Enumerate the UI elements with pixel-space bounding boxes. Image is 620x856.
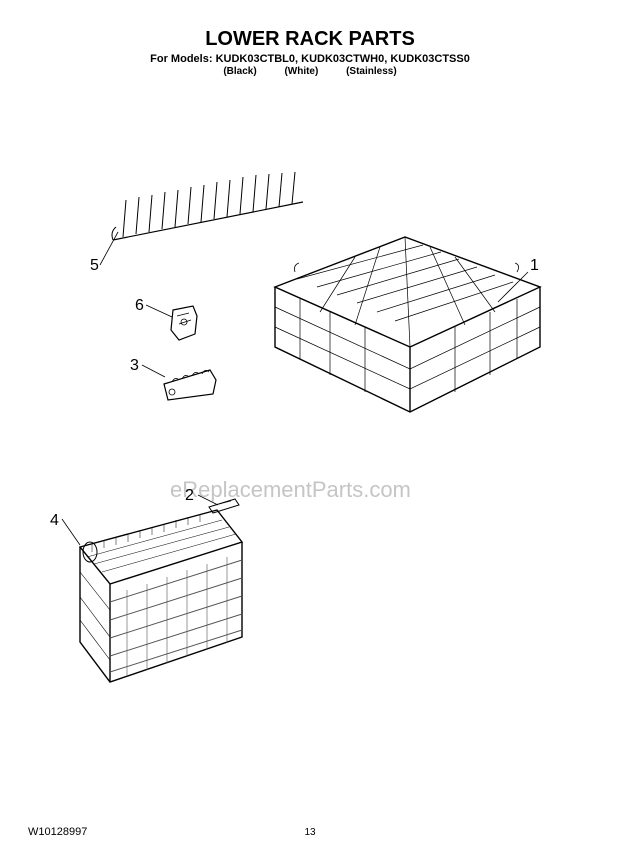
models-list: KUDK03CTBL0, KUDK03CTWH0, KUDK03CTSS0	[216, 53, 470, 65]
callout-1: 1	[530, 257, 539, 275]
callout-5: 5	[90, 257, 99, 275]
page-number: 13	[304, 827, 315, 838]
diagram-area: eReplacementParts.com 1 2 3 4 5 6	[0, 77, 620, 777]
doc-number: W10128997	[28, 826, 87, 838]
callout-2: 2	[185, 487, 194, 505]
color-labels: (Black) (White) (Stainless)	[0, 66, 620, 77]
subtitle-prefix: For Models:	[150, 53, 212, 65]
models-subtitle: For Models: KUDK03CTBL0, KUDK03CTWH0, KU…	[0, 53, 620, 65]
callout-6: 6	[135, 297, 144, 315]
callout-3: 3	[130, 357, 139, 375]
callout-leaders	[0, 77, 620, 777]
callout-4: 4	[50, 512, 59, 530]
page-title: LOWER RACK PARTS	[0, 0, 620, 51]
